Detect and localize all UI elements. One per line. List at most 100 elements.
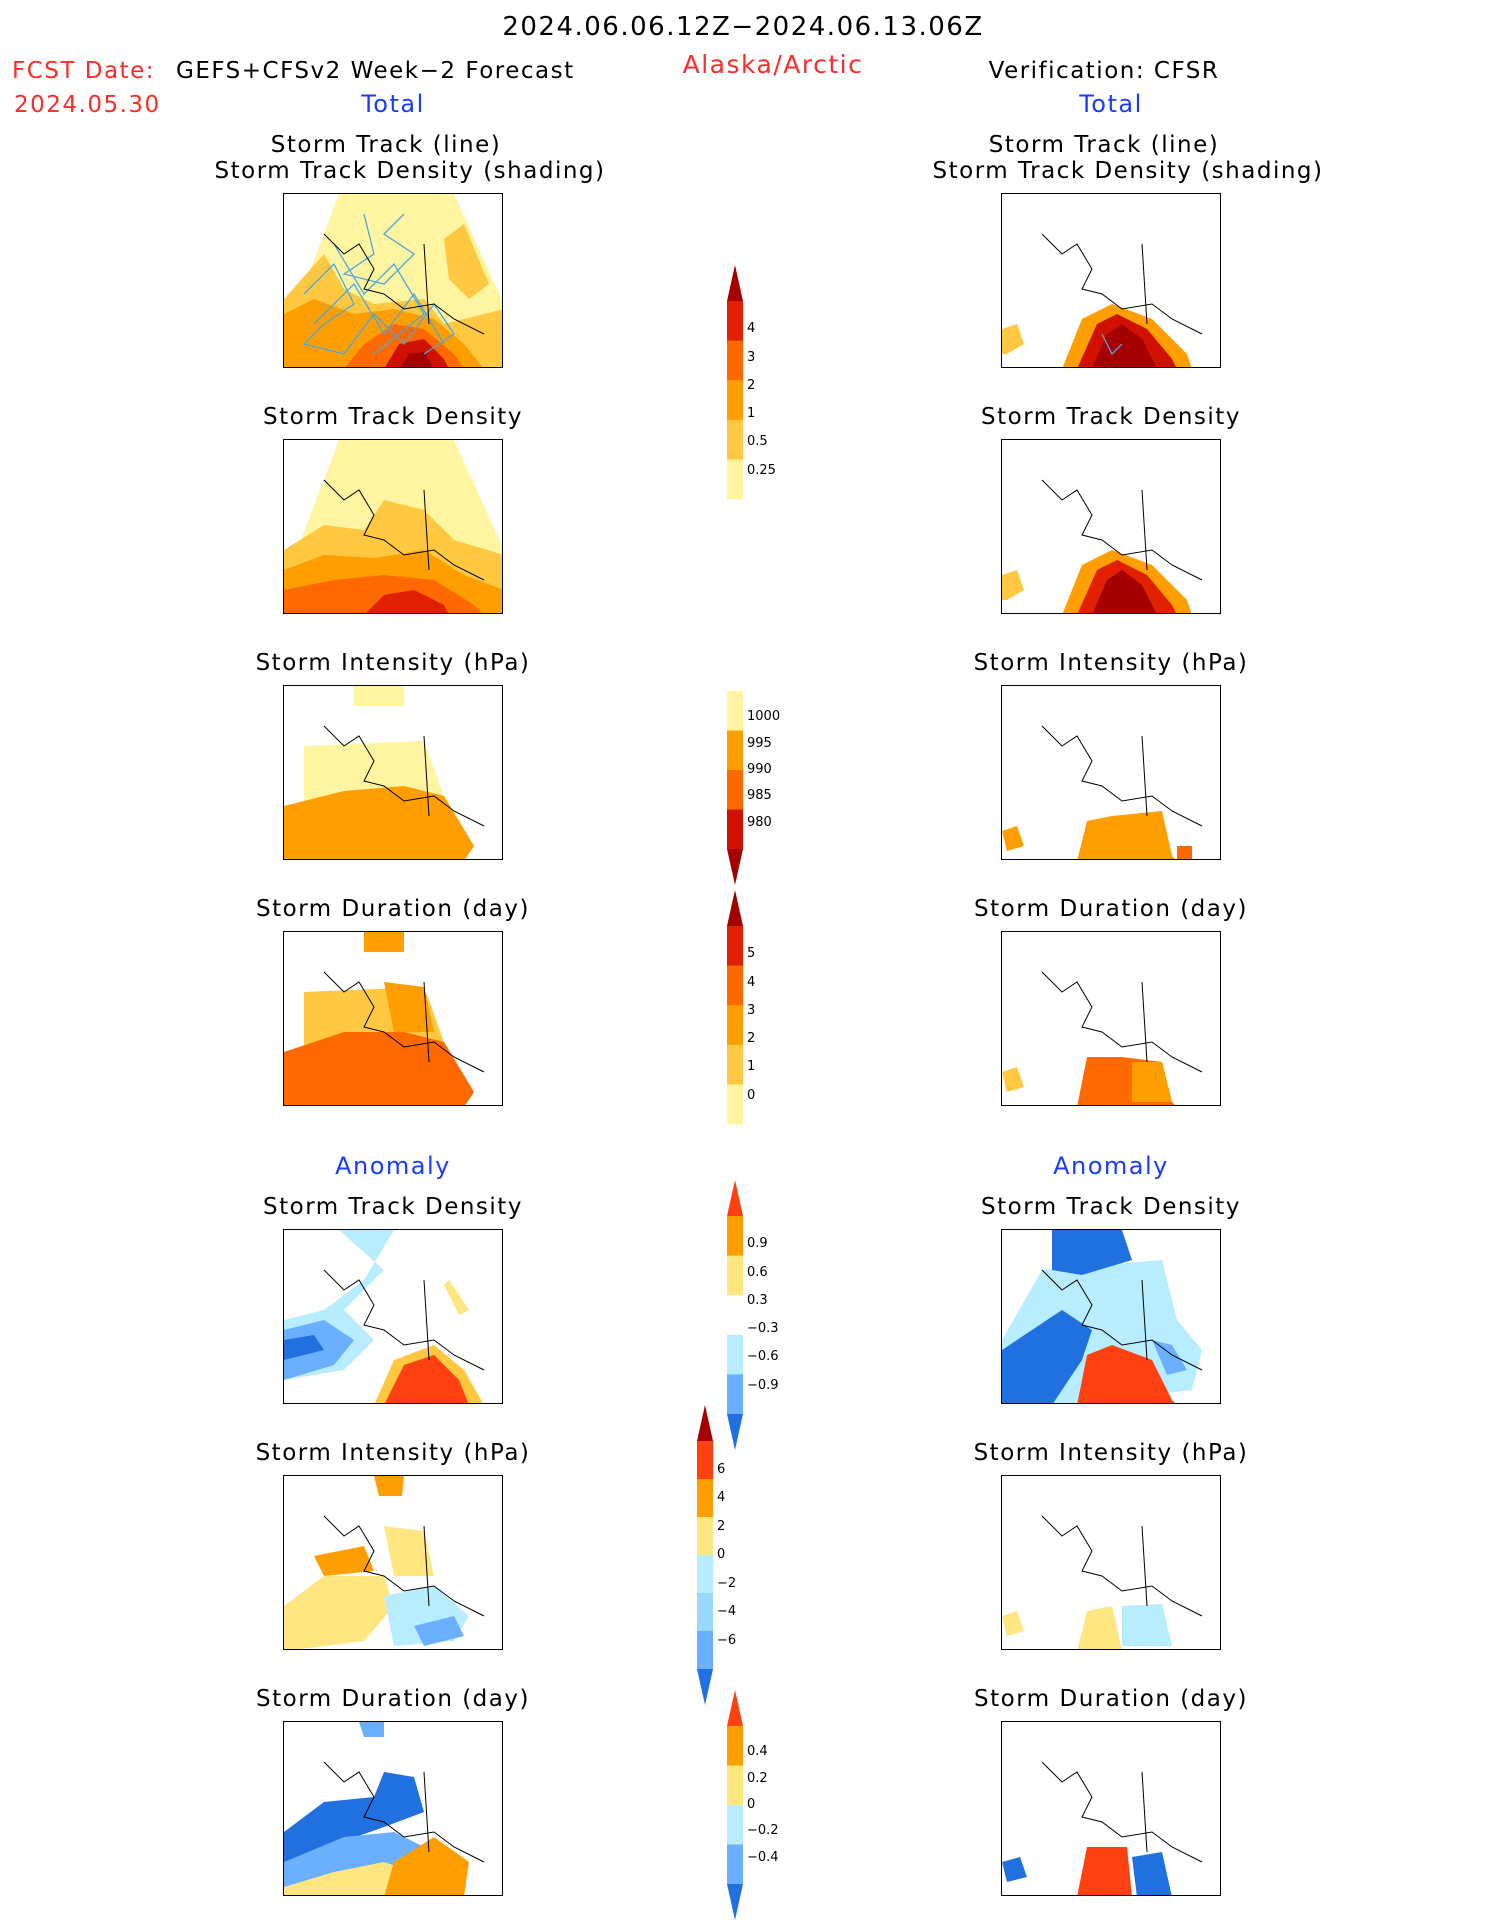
colorbar-segment (727, 691, 743, 731)
title-intensity-left: Storm Intensity (hPa) (255, 650, 531, 676)
colorbar-label: 0.25 (747, 462, 776, 478)
title-density-right: Storm Track Density (981, 404, 1241, 430)
colorbar-segment (697, 1479, 713, 1518)
colorbar-label: −6 (717, 1632, 737, 1648)
colorbar-label: 3 (747, 349, 756, 365)
verification-label: Verification: CFSR (988, 58, 1220, 84)
colorbar-label: 0.6 (747, 1264, 768, 1280)
title-density-left: Storm Track Density (263, 404, 523, 430)
title-anom-density-right: Storm Track Density (981, 1194, 1241, 1220)
total-label-left: Total (361, 90, 425, 118)
colorbar-label: 980 (747, 814, 772, 830)
colorbar-segment (697, 1593, 713, 1632)
title-track-shading-right: Storm Track Density (shading) (932, 158, 1324, 184)
colorbar-label: −4 (717, 1604, 737, 1619)
map-verif-anom-duration (1001, 1721, 1221, 1896)
colorbar-label: −2 (717, 1575, 737, 1591)
colorbar-segment (727, 419, 743, 460)
colorbar-top-arrow (727, 265, 743, 301)
colorbar-segment (727, 809, 743, 850)
colorbar-segment (727, 1726, 743, 1766)
colorbar-segment (727, 926, 743, 967)
fcst-date-value: 2024.05.30 (14, 92, 161, 118)
map-verif-anom-density (1001, 1229, 1221, 1404)
title-duration-left: Storm Duration (day) (256, 896, 530, 922)
colorbar-label: 2 (717, 1518, 726, 1534)
colorbar-segment (727, 380, 743, 421)
map-fcst-density (283, 439, 503, 614)
colorbar-segment (727, 459, 743, 500)
title-track-shading-left: Storm Track Density (shading) (214, 158, 606, 184)
title-intensity-right: Storm Intensity (hPa) (973, 650, 1249, 676)
map-fcst-track-line (283, 193, 503, 368)
colorbar-label: 4 (717, 1490, 726, 1505)
colorbar-anom-duration: 0.4 0.2 0 −0.2 −0.4 (727, 1690, 807, 1924)
colorbar-segment (727, 730, 743, 771)
map-fcst-intensity (283, 685, 503, 860)
title-anom-density-left: Storm Track Density (263, 1194, 523, 1220)
colorbar-label: 1 (747, 1059, 756, 1075)
colorbar-intensity: 1000 995 990 985 980 (727, 685, 807, 889)
map-fcst-anom-duration (283, 1721, 503, 1896)
colorbar-label: −0.4 (747, 1849, 779, 1865)
map-verif-anom-intensity (1001, 1475, 1221, 1650)
colorbar-segment (697, 1517, 713, 1556)
colorbar-segment (727, 770, 743, 810)
colorbar-label: 1000 (747, 709, 781, 725)
colorbar-top-arrow (697, 1405, 713, 1441)
map-verif-intensity (1001, 685, 1221, 860)
colorbar-label: −0.9 (747, 1377, 779, 1393)
map-fcst-anom-intensity (283, 1475, 503, 1650)
colorbar-segment (727, 1765, 743, 1806)
colorbar-segment (727, 1805, 743, 1845)
colorbar-bottom-arrow (727, 849, 743, 885)
colorbar-segment (727, 1334, 743, 1375)
region-label: Alaska/Arctic (682, 50, 864, 79)
total-label-right: Total (1079, 90, 1143, 118)
colorbar-segment (697, 1441, 713, 1480)
colorbar-label: 2 (747, 377, 756, 393)
colorbar-segment (727, 1216, 743, 1257)
title-anom-intensity-left: Storm Intensity (hPa) (255, 1440, 531, 1466)
colorbar-label: 985 (747, 788, 772, 804)
title-track-line-right: Storm Track (line) (988, 132, 1220, 158)
anom_density-colorbar-graphic (727, 1180, 743, 1450)
fcst-date-label: FCST Date: (12, 58, 155, 84)
title-track-line-left: Storm Track (line) (270, 132, 502, 158)
map-fcst-anom-density (283, 1229, 503, 1404)
duration-colorbar-graphic (727, 890, 743, 1125)
colorbar-segment (727, 1844, 743, 1885)
colorbar-top-arrow (727, 890, 743, 926)
colorbar-segment (727, 1084, 743, 1125)
colorbar-segment (727, 340, 743, 381)
colorbar-segment (697, 1631, 713, 1670)
anomaly-label-left: Anomaly (335, 1152, 451, 1180)
colorbar-label: −0.2 (747, 1823, 779, 1839)
colorbar-label: 3 (747, 1002, 756, 1018)
period-title: 2024.06.06.12Z−2024.06.13.06Z (502, 12, 984, 42)
colorbar-segment (727, 1255, 743, 1296)
colorbar-density: 4 3 2 1 0.5 0.25 (727, 265, 807, 509)
colorbar-bottom-arrow (727, 1414, 743, 1450)
colorbar-label: 0.5 (747, 434, 768, 450)
map-verif-track-line (1001, 193, 1221, 368)
colorbar-segment (727, 301, 743, 342)
intensity-colorbar-graphic (727, 691, 743, 885)
colorbar-label: 6 (717, 1461, 726, 1477)
colorbar-segment (697, 1555, 713, 1594)
colorbar-label: 5 (747, 946, 756, 962)
anom_duration-colorbar-graphic (727, 1690, 743, 1920)
map-verif-duration (1001, 931, 1221, 1106)
map-verif-density (1001, 439, 1221, 614)
colorbar-label: 0.9 (747, 1236, 768, 1252)
colorbar-segment (727, 1374, 743, 1415)
title-duration-right: Storm Duration (day) (974, 896, 1248, 922)
colorbar-label: 0 (747, 1087, 756, 1103)
density-colorbar-graphic (727, 265, 743, 500)
title-anom-intensity-right: Storm Intensity (hPa) (973, 1440, 1249, 1466)
colorbar-duration: 5 4 3 2 1 0 (727, 890, 807, 1134)
colorbar-label: 995 (747, 735, 772, 751)
colorbar-anom-density: 0.9 0.6 0.3 −0.3 −0.6 −0.9 (727, 1180, 807, 1454)
colorbar-label: 2 (747, 1031, 756, 1047)
map-fcst-duration (283, 931, 503, 1106)
